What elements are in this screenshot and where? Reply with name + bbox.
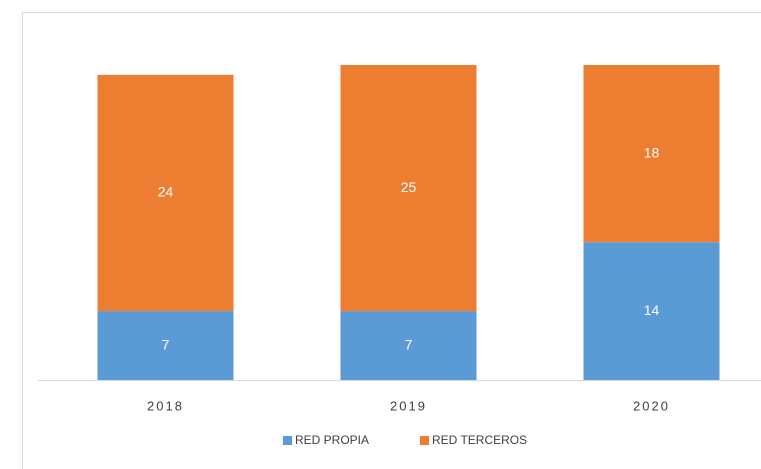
data-label: 24 — [158, 184, 174, 200]
x-tick-label: 2019 — [390, 398, 427, 413]
bar-segment — [340, 65, 477, 312]
legend-swatch — [420, 436, 429, 445]
legend-label: RED TERCEROS — [432, 433, 527, 447]
data-label: 7 — [162, 336, 170, 352]
bar-segment — [583, 65, 720, 243]
bar-segment — [340, 311, 477, 380]
data-label: 7 — [405, 336, 413, 352]
bar-segment — [97, 74, 234, 312]
x-tick-label: 2020 — [633, 398, 670, 413]
data-label: 25 — [401, 179, 417, 195]
bar-segment — [583, 242, 720, 380]
bar-segment — [97, 311, 234, 380]
x-tick-label: 2018 — [147, 398, 184, 413]
legend-swatch — [283, 436, 292, 445]
data-label: 14 — [644, 302, 660, 318]
legend-label: RED PROPIA — [295, 433, 369, 447]
data-label: 18 — [644, 144, 660, 160]
